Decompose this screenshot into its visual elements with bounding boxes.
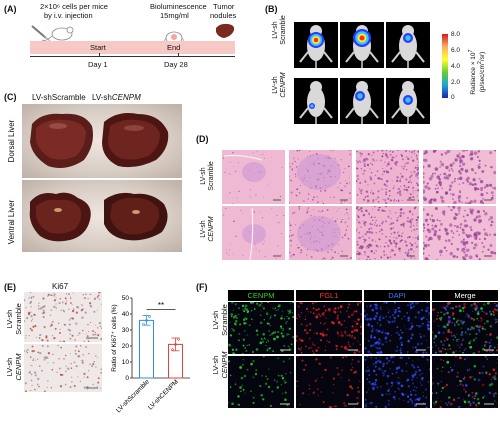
timeline-start-label: Start — [90, 43, 106, 52]
if-image — [296, 356, 362, 408]
data-point — [142, 322, 145, 326]
panel-f-row2-label: LV-sh CENPM — [211, 351, 229, 379]
if-image — [296, 302, 362, 354]
injection-text-line2: by i.v. injection — [44, 11, 93, 20]
timeline-end-label: End — [167, 43, 181, 52]
panel-c-row1: Dorsal Liver — [7, 119, 16, 163]
panel-c-col2: LV-shCENPM — [92, 93, 141, 102]
syringe-mouse-icon — [31, 25, 74, 42]
y-tick-label: 0 — [125, 375, 129, 382]
biolum-text-line1: Bioluminescence — [150, 2, 207, 11]
colorbar-tick-6: 6.0 — [451, 47, 461, 54]
timeline-tick-1 — [99, 53, 100, 57]
panel-d-row1-label: LV-sh Scramble — [200, 161, 215, 191]
significance-marker: ** — [158, 301, 164, 310]
mouse-image — [340, 22, 384, 68]
panel-c-col1: LV-shScramble — [32, 93, 86, 102]
he-stain-image — [289, 206, 352, 260]
panel-e-row1-label: LV-sh Scramble — [5, 303, 23, 335]
mouse-image — [294, 22, 338, 68]
y-tick-label: 30 — [122, 327, 130, 334]
y-tick-label: 40 — [122, 311, 130, 318]
panel-a-label: (A) — [4, 4, 17, 14]
y-tick-label: 10 — [122, 359, 130, 366]
colorbar-tick-2: 2.0 — [451, 79, 461, 86]
colorbar-tick-4: 4.0 — [451, 63, 461, 70]
if-channel-header: CENPM — [228, 290, 294, 301]
panel-e-row2-label: LV-sh CENPM — [5, 353, 23, 381]
panel-f-label: (F) — [196, 282, 208, 292]
data-point — [145, 319, 148, 322]
if-image — [432, 356, 498, 408]
data-point — [148, 315, 151, 318]
y-tick-label: 50 — [122, 295, 130, 302]
timeline-tick-2 — [178, 53, 179, 57]
he-stain-image — [356, 206, 419, 260]
panel-e-label: (E) — [4, 282, 16, 292]
if-image — [364, 356, 430, 408]
timeline-day28: Day 28 — [164, 60, 188, 69]
if-image — [228, 356, 294, 408]
panel-d-label: (D) — [196, 134, 209, 144]
panel-e-ihc-title: Ki67 — [52, 282, 69, 291]
if-image — [432, 302, 498, 354]
timeline-bar — [30, 41, 235, 54]
dorsal-liver-photo — [22, 104, 182, 178]
he-stain-image — [423, 150, 496, 204]
he-stain-image — [356, 150, 419, 204]
mouse-image — [340, 78, 384, 124]
bar — [139, 319, 154, 379]
panel-b-row1-label: LV-sh Scramble — [272, 15, 287, 45]
panel-f-row1-label: LV-sh Scramble — [211, 304, 229, 336]
colorbar-tick-0: 0 — [451, 94, 455, 101]
mouse-image — [386, 22, 430, 68]
liver-icon — [216, 23, 235, 38]
he-stain-image — [423, 206, 496, 260]
panel-c-label: (C) — [4, 92, 17, 102]
if-channel-header: FGL1 — [296, 290, 362, 301]
biolum-text-line2: 15mg/ml — [160, 11, 189, 20]
mouse-image — [294, 78, 338, 124]
colorbar-title: Radiance × 107 (p/sec/cm2/sr) — [468, 49, 487, 95]
data-point — [174, 343, 177, 346]
nodules-text-line2: nodules — [210, 11, 237, 20]
he-stain-image — [289, 150, 352, 204]
panel-b-row2-label: LV-sh CENPM — [272, 72, 287, 98]
timeline-axis — [30, 56, 235, 57]
he-stain-image — [222, 150, 285, 204]
ki67-bar-chart: 0 10 20 30 40 50 Ratio of Ki67⁺ cells (%) LV-sh… — [111, 295, 190, 414]
ventral-liver-photo — [22, 180, 182, 252]
timeline-day1: Day 1 — [88, 60, 108, 69]
y-tick-label: 20 — [122, 343, 130, 350]
if-channel-header: Merge — [432, 290, 498, 301]
ki67-ihc-scramble — [24, 292, 102, 342]
he-stain-image — [222, 206, 285, 260]
if-channel-header: DAPI — [364, 290, 430, 301]
panel-b-label: (B) — [265, 4, 278, 14]
if-image — [228, 302, 294, 354]
ki67-ihc-cenpm — [24, 344, 102, 392]
y-axis-label: Ratio of Ki67⁺ cells (%) — [111, 304, 118, 371]
nodules-text-line1: Tumor — [213, 2, 235, 11]
panel-d-row2-label: LV-sh CENPM — [200, 216, 215, 242]
injection-text-line1: 2×10⁶ cells per mice — [40, 2, 108, 11]
radiance-colorbar — [442, 34, 448, 98]
panel-c-row2: Ventral Liver — [7, 199, 16, 245]
data-point — [171, 348, 174, 351]
x-tick-label: LV-shScramble — [115, 378, 151, 414]
x-tick-label: LV-shCENPM — [147, 378, 180, 411]
mouse-image — [386, 78, 430, 124]
data-point — [177, 337, 180, 341]
if-image — [364, 302, 430, 354]
colorbar-tick-8: 8.0 — [451, 31, 461, 38]
